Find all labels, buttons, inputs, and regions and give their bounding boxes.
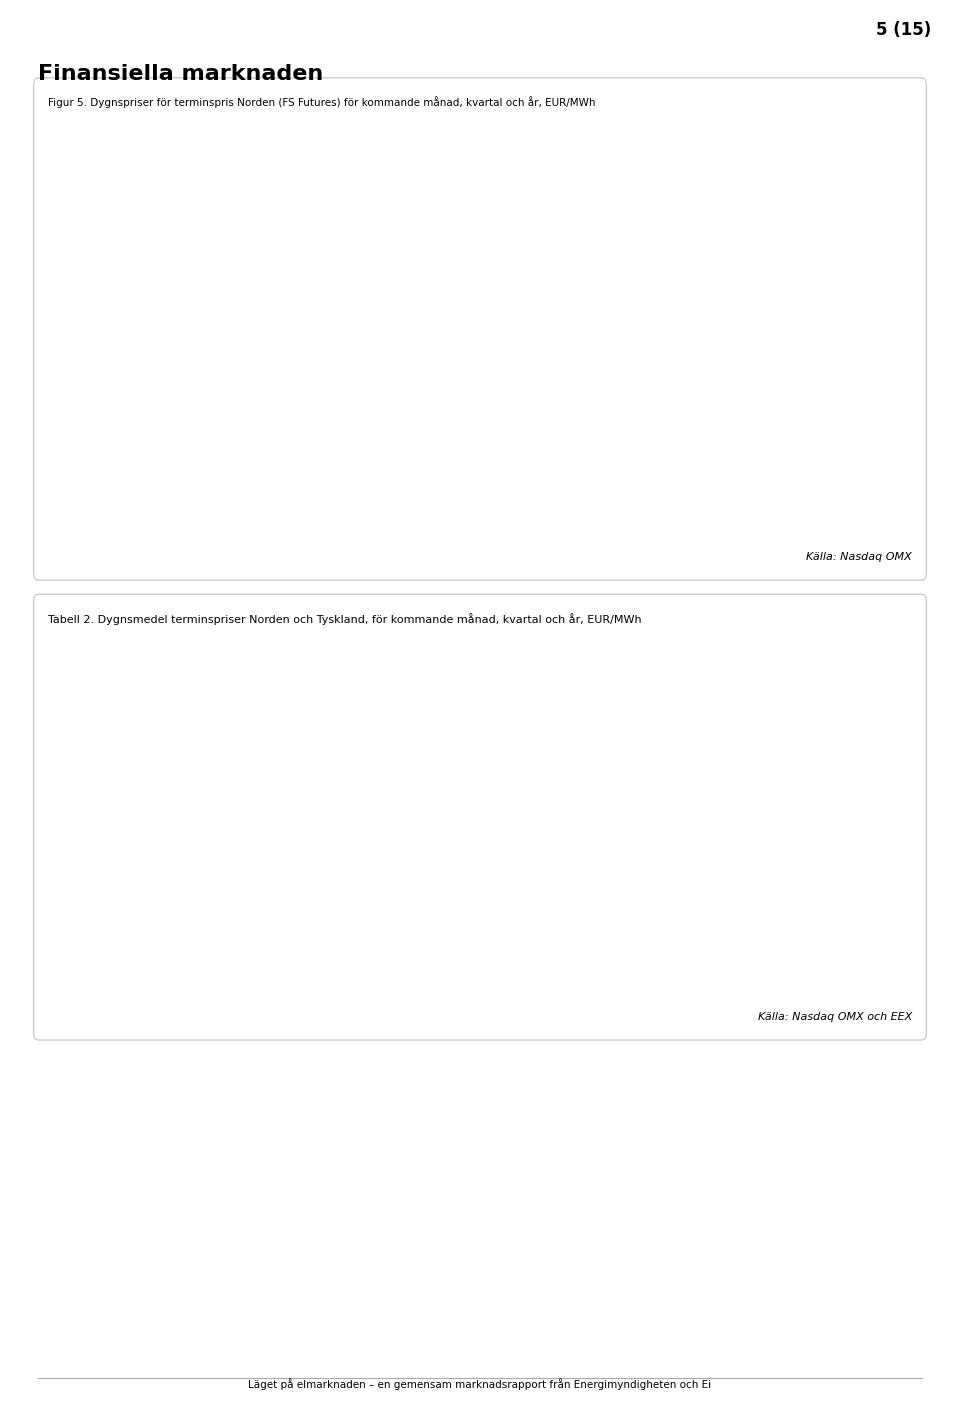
Text: 31.3: 31.3 bbox=[602, 903, 629, 916]
Text: 23.2: 23.2 bbox=[602, 764, 629, 778]
Text: Månad: Månad bbox=[161, 903, 204, 916]
Text: 23.4: 23.4 bbox=[681, 764, 708, 778]
Text: 23.5: 23.5 bbox=[431, 764, 459, 778]
Text: 23.3: 23.3 bbox=[602, 807, 629, 819]
Text: Torsdag: Torsdag bbox=[509, 688, 564, 700]
Text: Figur 5. Dygnspriser för terminspris Norden (FS Futures) för kommande månad, kva: Figur 5. Dygnspriser för terminspris Nor… bbox=[48, 96, 595, 108]
Text: År: År bbox=[161, 848, 175, 862]
Text: ↓: ↓ bbox=[890, 986, 900, 999]
Text: Onsdag: Onsdag bbox=[419, 688, 471, 700]
Text: ↓: ↓ bbox=[890, 807, 900, 819]
Text: 30.7: 30.7 bbox=[602, 944, 630, 957]
Y-axis label: EUR/MWh: EUR/MWh bbox=[63, 263, 73, 317]
Text: År: År bbox=[161, 986, 175, 999]
Text: Kvartal: Kvartal bbox=[161, 944, 205, 957]
Text: -: - bbox=[264, 848, 268, 862]
Text: 5 (15): 5 (15) bbox=[876, 21, 931, 40]
Text: Fredag: Fredag bbox=[591, 688, 639, 700]
Text: 27.7: 27.7 bbox=[344, 848, 372, 862]
Text: 23.6: 23.6 bbox=[523, 764, 551, 778]
Text: Måndag: Måndag bbox=[238, 688, 294, 702]
Legend: Månad, Kvartal, År: Månad, Kvartal, År bbox=[347, 550, 642, 573]
Text: Norden: Norden bbox=[69, 807, 115, 819]
Text: -: - bbox=[264, 807, 268, 819]
Text: 30.0: 30.0 bbox=[252, 944, 280, 957]
Text: Läget på elmarknaden – en gemensam marknadsrapport från Energimyndigheten och Ei: Läget på elmarknaden – en gemensam markn… bbox=[249, 1378, 711, 1390]
Text: 31.3: 31.3 bbox=[523, 903, 551, 916]
Text: -: - bbox=[355, 903, 360, 916]
Text: -0.9%: -0.9% bbox=[780, 986, 817, 999]
Text: -0.2%: -0.2% bbox=[780, 944, 817, 957]
Text: Tisdag: Tisdag bbox=[334, 688, 381, 700]
Text: -4.7%: -4.7% bbox=[780, 807, 817, 819]
Text: 31.8: 31.8 bbox=[344, 986, 372, 999]
Text: ↓: ↓ bbox=[890, 848, 900, 862]
Text: -: - bbox=[264, 986, 268, 999]
Text: 24.0: 24.0 bbox=[523, 807, 551, 819]
Text: 27.6: 27.6 bbox=[602, 848, 630, 862]
Text: 3.2%: 3.2% bbox=[783, 903, 815, 916]
Text: 27.8: 27.8 bbox=[523, 848, 551, 862]
Text: Vecka 15: Vecka 15 bbox=[69, 688, 132, 700]
Text: -2.3%: -2.3% bbox=[780, 848, 817, 862]
Text: Tyskland: Tyskland bbox=[69, 944, 124, 957]
Text: 31.9: 31.9 bbox=[681, 986, 708, 999]
Text: Källa: Nasdaq OMX och EEX: Källa: Nasdaq OMX och EEX bbox=[757, 1012, 912, 1022]
Text: 30.0: 30.0 bbox=[344, 944, 372, 957]
Text: Tabell 2. Dygnsmedel terminspriser Norden och Tyskland, för kommande månad, kvar: Tabell 2. Dygnsmedel terminspriser Norde… bbox=[48, 613, 641, 624]
Text: 23.3: 23.3 bbox=[344, 764, 372, 778]
Text: 31.9: 31.9 bbox=[431, 986, 459, 999]
Text: 27.7: 27.7 bbox=[680, 848, 708, 862]
Text: 31.2: 31.2 bbox=[681, 903, 708, 916]
Text: ↓: ↓ bbox=[890, 944, 900, 957]
Text: 23.7: 23.7 bbox=[680, 807, 708, 819]
Text: ↑: ↑ bbox=[890, 903, 900, 916]
Text: Finansiella marknaden: Finansiella marknaden bbox=[38, 64, 324, 83]
Text: 23.7: 23.7 bbox=[344, 807, 372, 819]
Text: 30.2: 30.2 bbox=[431, 944, 459, 957]
Text: -4.7%: -4.7% bbox=[780, 764, 817, 778]
Text: 30.2: 30.2 bbox=[680, 944, 708, 957]
Text: -: - bbox=[443, 903, 447, 916]
Text: Kvartal: Kvartal bbox=[161, 807, 205, 819]
Text: 31.9: 31.9 bbox=[602, 986, 629, 999]
Text: 30.4: 30.4 bbox=[523, 944, 551, 957]
Text: 31.2: 31.2 bbox=[252, 903, 279, 916]
Text: Medel: Medel bbox=[673, 688, 715, 700]
Text: 31.9: 31.9 bbox=[523, 986, 551, 999]
Text: Månad: Månad bbox=[161, 764, 204, 778]
Text: -: - bbox=[264, 764, 268, 778]
Text: Källa: Nasdaq OMX: Källa: Nasdaq OMX bbox=[806, 552, 912, 562]
Text: ↓: ↓ bbox=[890, 764, 900, 778]
Text: Förändring från
föregående vecka: Förändring från föregående vecka bbox=[736, 688, 862, 719]
Text: 23.9: 23.9 bbox=[431, 807, 459, 819]
Text: 27.8: 27.8 bbox=[431, 848, 459, 862]
